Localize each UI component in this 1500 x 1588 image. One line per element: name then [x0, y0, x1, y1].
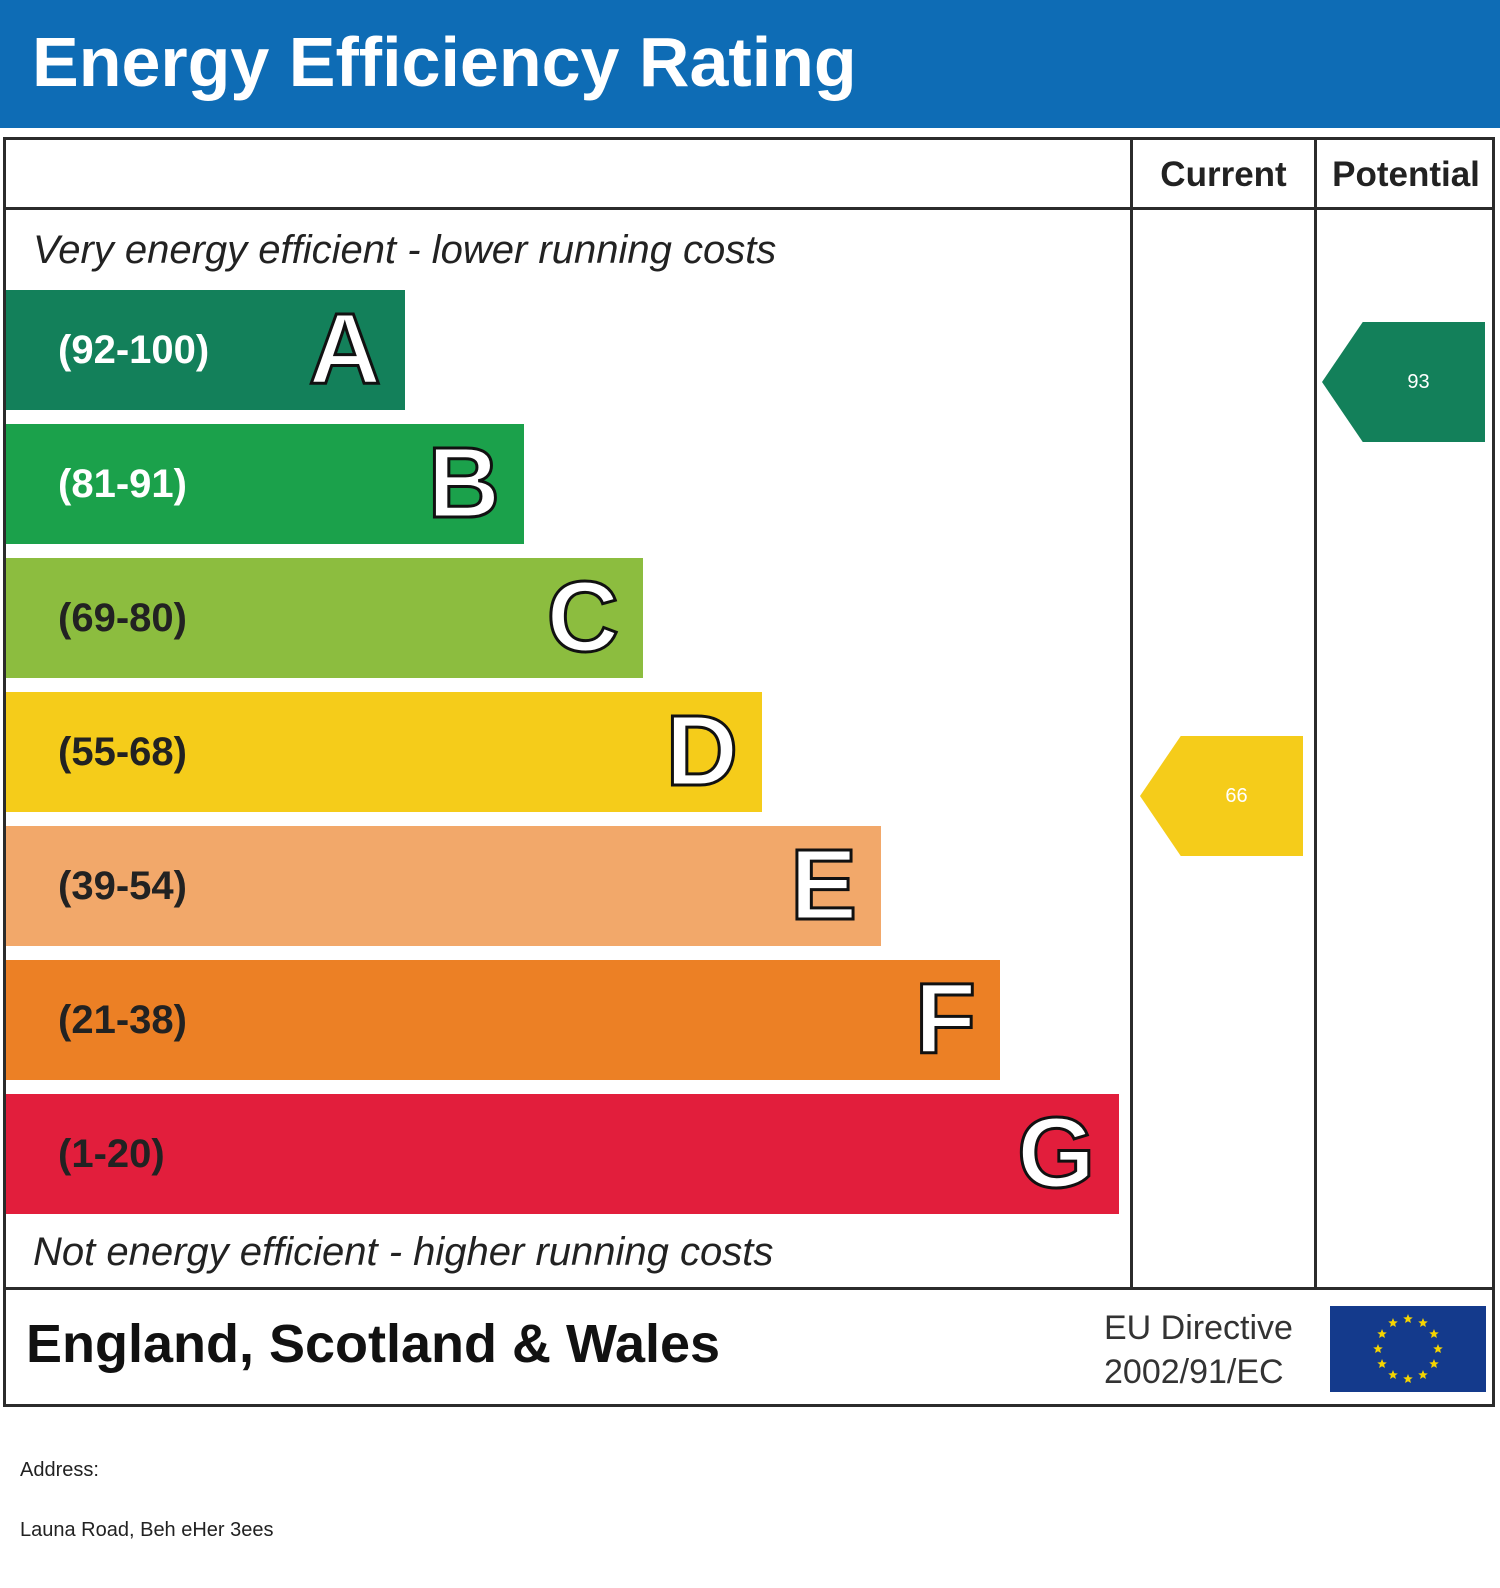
band-b: (81-91) B — [6, 424, 524, 544]
band-range-label: (92-100) — [58, 328, 210, 372]
eu-star — [1388, 1318, 1398, 1328]
band-letter: B — [426, 426, 501, 541]
band-letter: G — [1016, 1096, 1097, 1211]
band-a: (92-100) A — [6, 290, 405, 410]
eu-star — [1388, 1369, 1398, 1380]
band-range-label: (1-20) — [58, 1132, 165, 1176]
header-divider — [3, 207, 1495, 210]
potential-rating-arrow: 93 — [1322, 322, 1485, 442]
band-letter: E — [789, 828, 859, 943]
eu-star — [1418, 1369, 1428, 1380]
band-letter: F — [913, 962, 977, 1077]
eu-star — [1403, 1374, 1413, 1384]
band-range-label: (39-54) — [58, 864, 187, 908]
eu-flag-stars — [1373, 1314, 1443, 1384]
header-bar: Energy Efficiency Rating — [0, 0, 1500, 128]
inefficient-note: Not energy efficient - higher running co… — [33, 1230, 774, 1274]
eu-directive-label: EU Directive — [1104, 1309, 1293, 1347]
current-column-heading: Current — [1160, 155, 1287, 194]
eu-star — [1429, 1329, 1439, 1339]
current-column-divider — [1130, 137, 1133, 1289]
footer-divider — [3, 1287, 1495, 1290]
band-f: (21-38) F — [6, 960, 1000, 1080]
band-letter: D — [664, 694, 739, 809]
address-line: Launa Road, Beh eHer 3ees — [20, 1519, 274, 1541]
address-label: Address: — [20, 1459, 99, 1481]
band-letter: C — [545, 560, 620, 675]
potential-column-divider — [1314, 137, 1317, 1289]
potential-column-heading: Potential — [1332, 155, 1480, 194]
eu-star — [1377, 1359, 1387, 1369]
band-range-label: (81-91) — [58, 462, 187, 506]
eu-star — [1429, 1359, 1439, 1369]
eu-flag-icon — [1330, 1306, 1486, 1392]
eu-star — [1418, 1318, 1428, 1328]
region-label: England, Scotland & Wales — [26, 1314, 721, 1374]
band-d: (55-68) D — [6, 692, 762, 812]
band-range-label: (69-80) — [58, 596, 187, 640]
eu-star — [1377, 1329, 1387, 1339]
eu-star — [1433, 1344, 1443, 1354]
efficient-note: Very energy efficient - lower running co… — [33, 228, 777, 272]
band-range-label: (21-38) — [58, 998, 187, 1042]
eu-directive-number: 2002/91/EC — [1104, 1353, 1284, 1391]
eu-star — [1373, 1344, 1383, 1354]
current-rating-arrow: 66 — [1140, 736, 1303, 856]
eu-star — [1403, 1314, 1413, 1324]
rating-frame — [3, 137, 1495, 1407]
current-rating-value: 66 — [1225, 785, 1248, 807]
band-c: (69-80) C — [6, 558, 643, 678]
band-g: (1-20) G — [6, 1094, 1119, 1214]
potential-rating-value: 93 — [1407, 371, 1430, 393]
band-letter: A — [307, 292, 382, 407]
band-range-label: (55-68) — [58, 730, 187, 774]
band-e: (39-54) E — [6, 826, 881, 946]
page-title: Energy Efficiency Rating — [32, 23, 857, 101]
